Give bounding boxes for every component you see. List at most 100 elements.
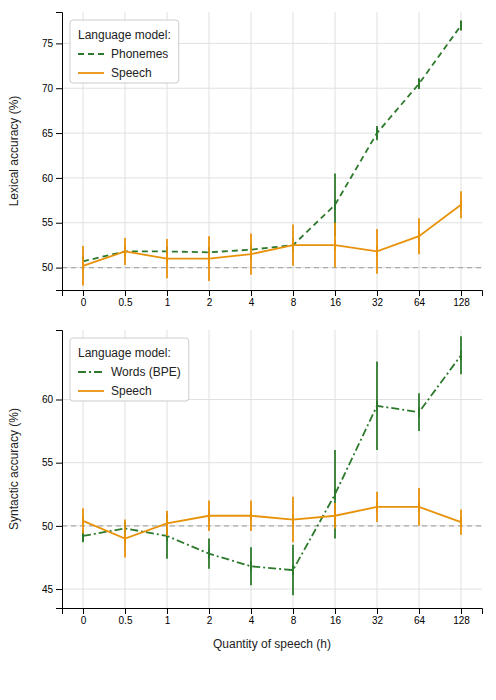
axis-line <box>56 13 63 291</box>
axis-line <box>56 331 63 609</box>
tick-mark <box>167 608 168 614</box>
error-bar <box>418 218 420 254</box>
legend-title: Language model: <box>78 346 171 360</box>
tick: 55 <box>42 457 62 468</box>
marker <box>418 231 420 241</box>
legend-box <box>70 338 189 401</box>
tick-mark <box>83 290 84 296</box>
tick: 55 <box>42 217 62 228</box>
panel: 00.5124816326412845505560Syntactic accur… <box>7 330 483 651</box>
marker <box>124 246 126 256</box>
error-bar <box>418 488 420 526</box>
error-bar <box>250 234 252 275</box>
tick-label: 50 <box>42 521 54 532</box>
tick: 4 <box>249 290 255 308</box>
error-bar <box>334 223 336 268</box>
tick-label: 70 <box>42 83 54 94</box>
marker <box>166 254 168 264</box>
tick: 60 <box>42 394 62 405</box>
grid-line <box>251 330 252 608</box>
tick-mark <box>83 608 84 614</box>
tick: 8 <box>291 290 297 308</box>
legend-swatch <box>78 371 104 373</box>
error-bar <box>166 513 168 558</box>
grid-line <box>461 330 462 608</box>
y-axis: 45505560 <box>42 331 63 609</box>
x-axis: 00.51248163264128 <box>63 608 483 626</box>
series <box>83 336 461 595</box>
tick-label: 128 <box>453 297 470 308</box>
axis-line <box>63 609 483 615</box>
chart-root: 00.51248163264128505560657075Lexical acc… <box>0 0 496 700</box>
tick-label: 75 <box>42 38 54 49</box>
tick-label: 4 <box>249 297 255 308</box>
grid-line <box>293 12 294 290</box>
y-axis: 505560657075 <box>42 13 63 291</box>
tick-mark <box>293 608 294 614</box>
grid <box>62 330 482 608</box>
legend-swatch <box>78 72 104 74</box>
error-bar <box>460 509 462 534</box>
error-bar <box>460 336 462 374</box>
grid-line <box>419 12 420 290</box>
error-bar <box>418 78 420 89</box>
tick: 16 <box>330 290 342 308</box>
tick-label: 128 <box>453 615 470 626</box>
tick: 128 <box>453 608 470 626</box>
tick-label: 16 <box>330 297 342 308</box>
error-bar <box>250 501 252 531</box>
error-bar <box>124 520 126 558</box>
tick: 128 <box>453 290 470 308</box>
tick-label: 50 <box>42 262 54 273</box>
tick-mark <box>251 608 252 614</box>
y-axis-title: Lexical accuracy (%) <box>7 96 21 207</box>
plot-area <box>62 336 482 595</box>
tick: 2 <box>207 608 213 626</box>
series-line <box>83 205 461 266</box>
error-bar <box>250 547 252 585</box>
tick-mark <box>461 290 462 296</box>
legend: Language model:Words (BPE)Speech <box>70 338 189 401</box>
tick-mark <box>293 290 294 296</box>
marker <box>208 254 210 264</box>
marker <box>376 401 378 411</box>
tick-mark <box>335 290 336 296</box>
error-bar <box>292 497 294 542</box>
tick: 8 <box>291 608 297 626</box>
error-bar <box>334 503 336 528</box>
tick: 64 <box>414 608 426 626</box>
grid-line <box>335 330 336 608</box>
tick-label: 0 <box>81 615 87 626</box>
legend-label: Words (BPE) <box>111 365 181 379</box>
marker <box>292 240 294 250</box>
error-bar <box>292 225 294 266</box>
tick-label: 32 <box>372 615 384 626</box>
error-bar <box>418 393 420 431</box>
tick-mark <box>419 608 420 614</box>
tick-label: 0 <box>81 297 87 308</box>
error-bar <box>124 238 126 265</box>
marker <box>334 200 336 210</box>
tick-label: 60 <box>42 173 54 184</box>
tick-mark <box>56 526 62 527</box>
axis-line <box>63 291 483 297</box>
error-bar <box>376 362 378 450</box>
tick-label: 1 <box>165 615 171 626</box>
marker <box>334 489 336 499</box>
tick: 1 <box>165 290 171 308</box>
grid-line <box>209 12 210 290</box>
marker <box>460 517 462 527</box>
error-bar <box>166 511 168 536</box>
tick-mark <box>125 608 126 614</box>
tick: 75 <box>42 38 62 49</box>
tick-mark <box>56 589 62 590</box>
tick-mark <box>335 608 336 614</box>
tick-mark <box>56 268 62 269</box>
tick-mark <box>56 178 62 179</box>
marker <box>334 511 336 521</box>
legend: Language model:PhonemesSpeech <box>70 20 179 83</box>
tick: 60 <box>42 173 62 184</box>
tick: 0.5 <box>119 290 133 308</box>
tick: 64 <box>414 290 426 308</box>
marker <box>250 511 252 521</box>
